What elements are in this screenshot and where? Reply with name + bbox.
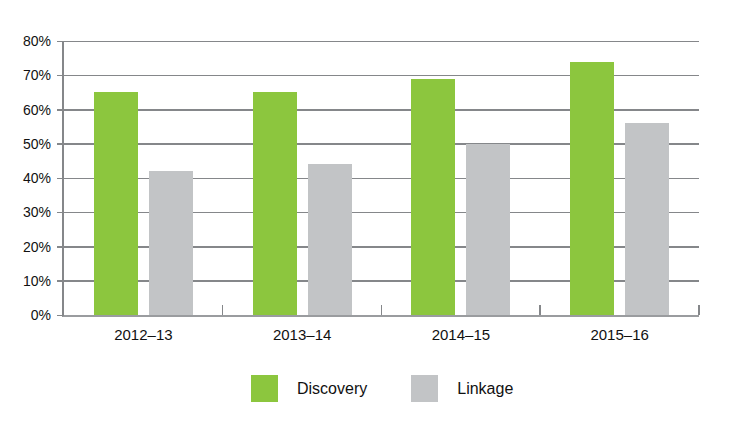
x-axis-tick-label: 2012–13 [64, 326, 223, 343]
legend: Discovery Linkage [251, 375, 513, 402]
y-axis-tick-label: 50% [23, 137, 51, 151]
y-axis-tick-label: 40% [23, 171, 51, 185]
y-axis-tick-label: 20% [23, 240, 51, 254]
legend-label: Linkage [457, 380, 513, 398]
legend-item-linkage: Linkage [411, 375, 513, 402]
bar-discovery [570, 62, 614, 315]
x-axis-tick-label: 2015–16 [540, 326, 699, 343]
legend-item-discovery: Discovery [251, 375, 367, 402]
gridline [57, 315, 64, 317]
bar-group-2013-14 [223, 41, 382, 315]
y-axis-tick-label: 80% [23, 34, 51, 48]
bar-chart: 0% 10% 20% 30% 40% 50% 60% 70% 80% 2012–132013–14… [0, 0, 734, 431]
y-axis-tick-label: 0% [31, 308, 51, 322]
x-axis-tick-label: 2013–14 [223, 326, 382, 343]
bar-group-2015-16 [540, 41, 699, 315]
plot-area: 0%10%20%30%40%50%60%70%80%2012–132013–14… [62, 41, 699, 317]
bar-discovery [94, 92, 138, 315]
legend-swatch-discovery [251, 375, 278, 402]
y-axis-tick-label: 60% [23, 103, 51, 117]
bar-linkage [466, 144, 510, 315]
legend-label: Discovery [297, 380, 367, 398]
legend-swatch-linkage [411, 375, 438, 402]
bar-group-2014-15 [382, 41, 541, 315]
bar-linkage [308, 164, 352, 315]
x-axis-tick-label: 2014–15 [382, 326, 541, 343]
bar-group-2012-13 [64, 41, 223, 315]
y-axis-tick-label: 30% [23, 205, 51, 219]
bar-discovery [411, 79, 455, 315]
bar-linkage [625, 123, 669, 315]
bar-discovery [253, 92, 297, 315]
y-axis-tick-label: 10% [23, 274, 51, 288]
x-axis-tick [698, 305, 700, 315]
y-axis-tick-label: 70% [23, 68, 51, 82]
bar-linkage [149, 171, 193, 315]
